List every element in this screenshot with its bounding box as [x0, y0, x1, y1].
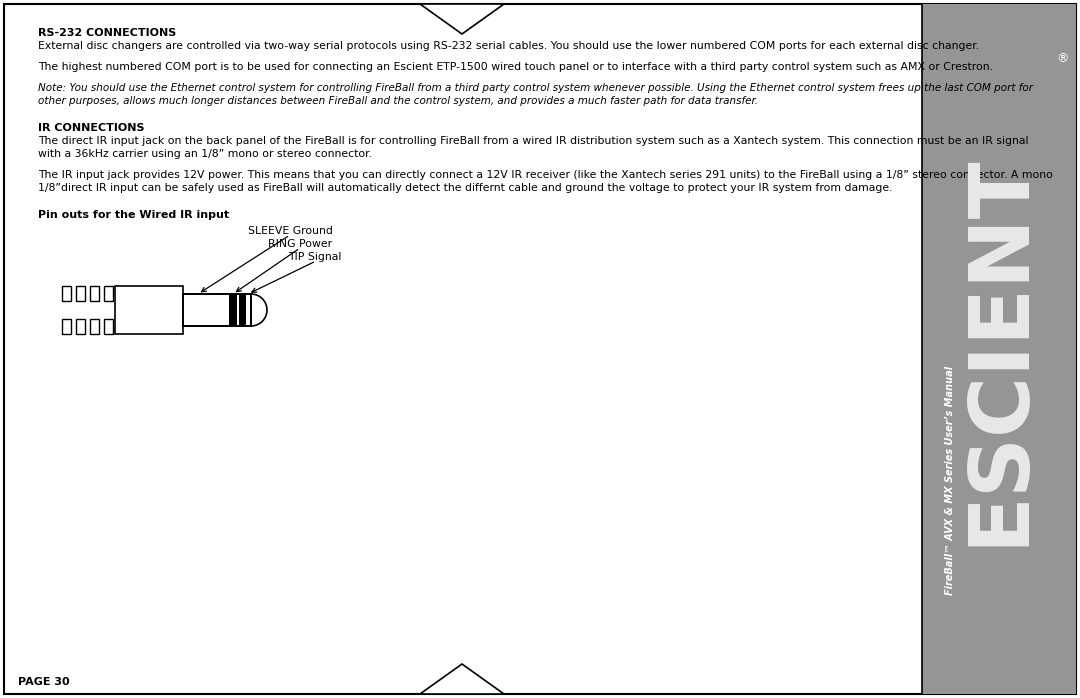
- Wedge shape: [251, 294, 267, 326]
- Bar: [90, 286, 99, 301]
- Bar: [104, 319, 113, 334]
- Text: PAGE 30: PAGE 30: [18, 677, 69, 687]
- Polygon shape: [420, 4, 504, 34]
- Text: RS-232 CONNECTIONS: RS-232 CONNECTIONS: [38, 28, 176, 38]
- Text: ®: ®: [1056, 52, 1068, 65]
- Text: other purposes, allows much longer distances between FireBall and the control sy: other purposes, allows much longer dista…: [38, 96, 758, 106]
- Bar: [90, 319, 99, 334]
- Text: External disc changers are controlled via two-way serial protocols using RS-232 : External disc changers are controlled vi…: [38, 41, 980, 51]
- Bar: [76, 319, 85, 334]
- Bar: [922, 4, 1076, 694]
- Text: The direct IR input jack on the back panel of the FireBall is for controlling Fi: The direct IR input jack on the back pan…: [38, 136, 1028, 146]
- Polygon shape: [420, 664, 504, 694]
- Bar: [62, 286, 71, 301]
- Bar: [114, 286, 183, 334]
- Text: Pin outs for the Wired IR input: Pin outs for the Wired IR input: [38, 210, 229, 220]
- Bar: [76, 286, 85, 301]
- Bar: [229, 294, 237, 326]
- Bar: [183, 294, 251, 326]
- Bar: [62, 319, 71, 334]
- Text: RING Power: RING Power: [268, 239, 333, 249]
- Text: The highest numbered COM port is to be used for connecting an Escient ETP-1500 w: The highest numbered COM port is to be u…: [38, 62, 993, 72]
- Text: FireBall™ AVX & MX Series User’s Manual: FireBall™ AVX & MX Series User’s Manual: [945, 366, 955, 595]
- Text: ESCIENT: ESCIENT: [959, 154, 1039, 547]
- Bar: [183, 294, 251, 326]
- Text: IR CONNECTIONS: IR CONNECTIONS: [38, 123, 145, 133]
- Text: TIP Signal: TIP Signal: [288, 252, 341, 262]
- Text: Note: You should use the Ethernet control system for controlling FireBall from a: Note: You should use the Ethernet contro…: [38, 83, 1032, 93]
- Bar: [239, 294, 246, 326]
- Text: The IR input jack provides 12V power. This means that you can directly connect a: The IR input jack provides 12V power. Th…: [38, 170, 1053, 180]
- Bar: [104, 286, 113, 301]
- Text: 1/8”direct IR input can be safely used as FireBall will automatically detect the: 1/8”direct IR input can be safely used a…: [38, 183, 892, 193]
- Text: SLEEVE Ground: SLEEVE Ground: [248, 226, 333, 236]
- Text: with a 36kHz carrier using an 1/8” mono or stereo connector.: with a 36kHz carrier using an 1/8” mono …: [38, 149, 372, 159]
